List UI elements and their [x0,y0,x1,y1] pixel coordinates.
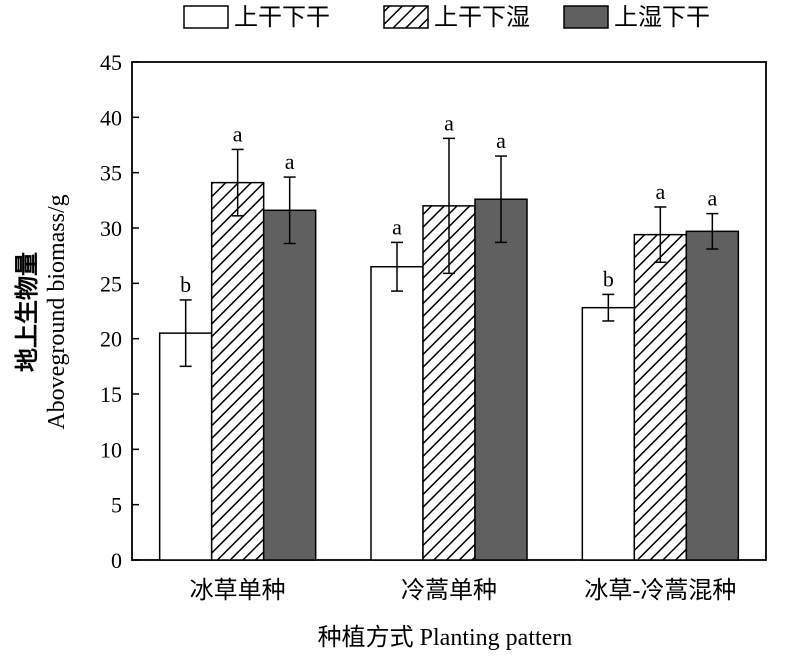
bars: b a a a a a b a a [158,110,740,561]
bar [158,332,213,561]
legend: 上干下干 上干下湿 上湿下干 [183,4,710,31]
significance-label: a [496,128,506,153]
legend-swatch-1 [183,5,229,29]
significance-label: a [392,214,402,239]
legend-swatch-3 [563,5,609,29]
bar [474,198,528,561]
y-axis-title: 地上生物量 Aboveground biomass/g [14,194,70,429]
legend-label-3: 上湿下干 [614,4,710,31]
y-tick-label: 30 [100,216,122,241]
bar [581,306,636,561]
x-category-label: 冰草-冷蒿混种 [584,577,736,604]
significance-label: a [655,179,665,204]
bar [210,181,265,561]
y-tick-label: 35 [100,161,122,186]
significance-label: b [603,266,614,291]
legend-swatch-2 [383,5,429,29]
y-tick-label: 5 [111,493,122,518]
y-tick-label: 45 [100,50,122,75]
y-tick-label: 0 [111,548,122,573]
y-tick-label: 10 [100,437,122,462]
significance-label: a [233,121,243,146]
legend-label-1: 上干下干 [234,4,330,31]
x-category-label: 冷蒿单种 [401,577,497,604]
y-tick-label: 25 [100,271,122,296]
y-axis-title-en: Aboveground biomass/g [44,194,70,429]
x-axis: 冰草单种 冷蒿单种 冰草-冷蒿混种 [190,577,737,604]
y-tick-label: 20 [100,327,122,352]
bar [262,209,317,561]
significance-label: b [180,272,191,297]
y-tick-label: 40 [100,105,122,130]
bar [370,265,424,561]
significance-label: a [707,186,717,211]
bar [633,233,688,561]
legend-label-2: 上干下湿 [434,4,530,31]
x-axis-title: 种植方式 Planting pattern [318,624,573,651]
significance-label: a [285,149,295,174]
y-axis: 0 5 10 15 20 25 30 35 40 45 [100,50,139,573]
x-category-label: 冰草单种 [190,577,286,604]
y-tick-label: 15 [100,382,122,407]
y-axis-title-cn: 地上生物量 [14,252,41,372]
significance-label: a [444,110,454,135]
bar [685,230,740,561]
